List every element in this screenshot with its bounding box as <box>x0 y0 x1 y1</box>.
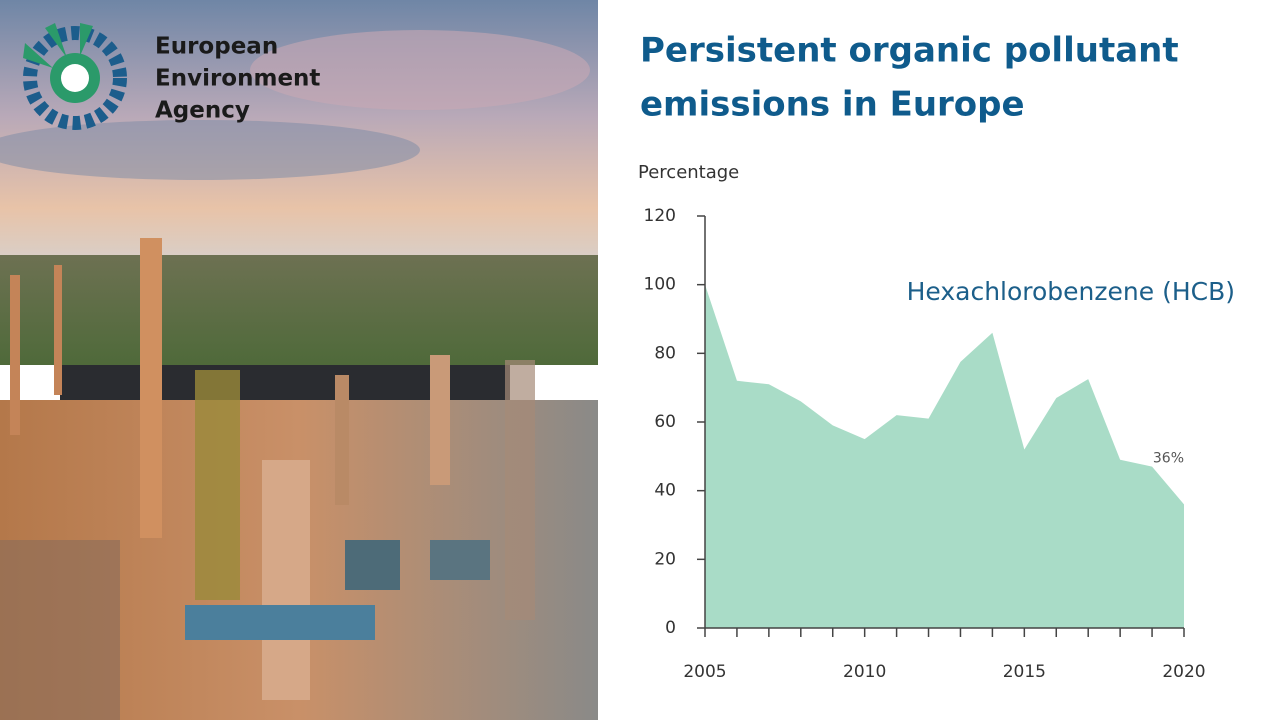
logo-icon <box>23 23 127 130</box>
y-tick-label: 40 <box>654 481 676 501</box>
y-tick-label: 120 <box>644 206 676 226</box>
x-tick-label: 2020 <box>1162 662 1205 682</box>
y-tick-label: 0 <box>665 618 676 638</box>
y-tick-label: 80 <box>654 343 676 363</box>
logo-text: Agency <box>155 98 250 124</box>
area <box>705 284 1184 628</box>
photo <box>0 0 598 720</box>
y-tick-label: 60 <box>654 412 676 432</box>
series-label: Hexachlorobenzene (HCB) <box>907 277 1235 306</box>
chart-title: emissions in Europe <box>640 85 1025 125</box>
y-tick-label: 100 <box>644 275 676 295</box>
x-tick-label: 2015 <box>1003 662 1046 682</box>
y-tick-label: 20 <box>654 549 676 569</box>
y-axis-label: Percentage <box>638 162 739 183</box>
logo-text: European <box>155 34 278 60</box>
x-tick-label: 2005 <box>683 662 726 682</box>
chart-title: Persistent organic pollutant <box>640 31 1179 71</box>
logo-text: Environment <box>155 66 320 92</box>
data-label: 36% <box>1153 450 1184 466</box>
x-tick-label: 2010 <box>843 662 886 682</box>
